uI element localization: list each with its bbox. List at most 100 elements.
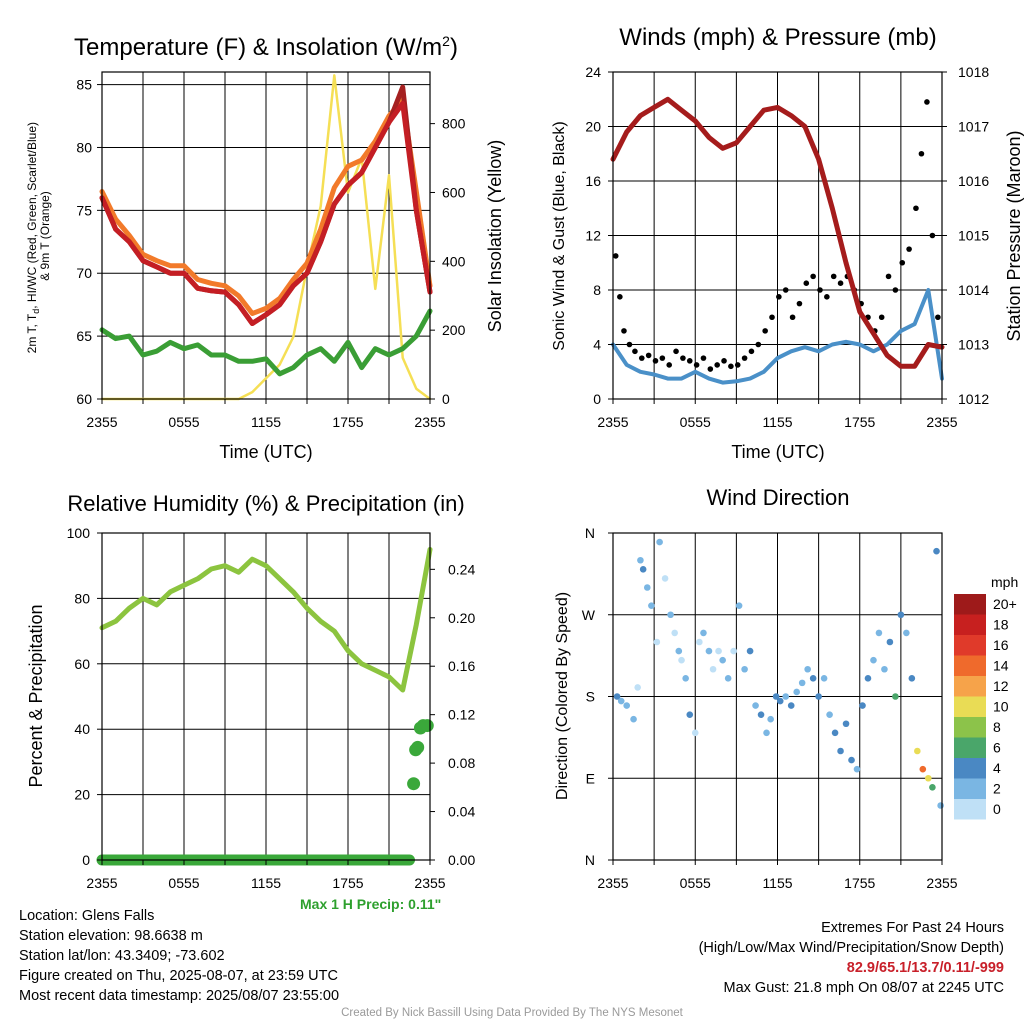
wind-direction-point xyxy=(719,656,726,664)
wind-direction-point xyxy=(637,556,644,564)
wind-direction-point xyxy=(763,729,770,737)
y-tick-label-right: 0 xyxy=(442,391,450,407)
series-line xyxy=(99,308,433,377)
series-line xyxy=(99,97,433,316)
gust-point xyxy=(906,246,912,252)
humidity-chart-title: Relative Humidity (%) & Precipitation (i… xyxy=(67,491,464,516)
gust-point xyxy=(935,314,941,321)
wind-direction-point xyxy=(924,774,932,782)
wind-direction-point xyxy=(675,647,683,655)
wind-direction-point xyxy=(793,688,800,696)
wind-direction-point xyxy=(767,715,774,723)
humidity-ticks: 0 20 40 60 80 100 0.00 0.04 0.08 0.12 0.16 0.20 0.24… xyxy=(67,525,476,891)
wind-direction-point xyxy=(772,693,780,700)
x-tick-label: 0555 xyxy=(168,875,199,891)
gust-point xyxy=(782,287,789,293)
y-tick-label-left: N xyxy=(585,525,595,541)
wind-direction-point xyxy=(903,629,910,637)
x-tick-label: 1155 xyxy=(762,875,792,891)
gust-point xyxy=(776,294,782,300)
gust-point xyxy=(878,314,885,321)
colorbar-title: mph xyxy=(991,574,1018,590)
gust-point xyxy=(830,273,837,280)
colorbar-swatch xyxy=(954,778,986,799)
wind-direction-point xyxy=(937,802,944,809)
x-tick-label: 2355 xyxy=(414,875,445,891)
wind-direction-point xyxy=(757,711,765,718)
y-tick-label-left: 40 xyxy=(74,721,90,737)
wind-y-axis-label: Sonic Wind & Gust (Blue, Black) xyxy=(551,121,568,350)
colorbar-label: 12 xyxy=(993,678,1009,694)
humidity-grid xyxy=(102,532,430,861)
y-tick-label-right: 1015 xyxy=(958,228,989,244)
gust-point xyxy=(929,232,936,239)
y-tick-label-left: 4 xyxy=(593,337,601,353)
y-tick-label-right: 1013 xyxy=(958,337,989,353)
wind-pressure-chart-title: Winds (mph) & Pressure (mb) xyxy=(619,24,936,51)
y-tick-label-left: 8 xyxy=(593,282,601,298)
y-tick-label-right: 0.20 xyxy=(448,610,475,626)
gust-point xyxy=(762,328,768,334)
temperature-chart-title: Temperature (F) & Insolation (W/m2) xyxy=(74,33,458,61)
humidity-panel: Relative Humidity (%) & Precipitation (i… xyxy=(26,491,475,891)
wind-direction-point xyxy=(746,647,754,655)
humidity-series xyxy=(96,546,434,866)
wind-pressure-series xyxy=(610,96,945,385)
y-tick-label-left: 0 xyxy=(593,391,601,407)
gust-point xyxy=(721,358,727,364)
wind-direction-point xyxy=(691,729,699,737)
colorbar-label: 20+ xyxy=(993,596,1017,612)
y-tick-label-right: 0.12 xyxy=(448,707,475,723)
wind-direction-point xyxy=(848,756,855,764)
extremes-values: 82.9/65.1/13.7/0.11/-999 xyxy=(846,960,1004,976)
wind-direction-point xyxy=(929,784,936,791)
gust-point xyxy=(632,348,638,355)
wind-direction-point xyxy=(709,665,717,673)
wind-direction-point xyxy=(870,656,877,664)
gust-point xyxy=(741,355,748,361)
wind-direction-point xyxy=(886,638,894,646)
gust-point xyxy=(755,341,762,348)
gust-point xyxy=(769,314,775,321)
wind-direction-point xyxy=(639,566,647,573)
y-tick-label-left: 60 xyxy=(74,656,90,672)
gust-point xyxy=(673,348,679,355)
y-tick-label-left: 12 xyxy=(585,228,601,244)
y-tick-label-left: 85 xyxy=(76,77,92,93)
wind-direction-point xyxy=(908,675,916,682)
max-gust: Max Gust: 21.8 mph On 08/07 at 2245 UTC xyxy=(723,980,1004,996)
station-elevation: Station elevation: 98.6638 m xyxy=(19,928,203,944)
colorbar-swatch xyxy=(954,635,986,656)
gust-point xyxy=(714,362,720,368)
humidity-y-axis-label: Percent & Precipitation xyxy=(26,604,46,787)
gust-point xyxy=(626,341,633,348)
max-precip-label: Max 1 H Precip: 0.11" xyxy=(300,896,442,912)
colorbar-swatch xyxy=(954,594,986,615)
wind-direction-point xyxy=(809,675,817,682)
y-tick-label-left: 20 xyxy=(585,119,601,135)
colorbar-label: 4 xyxy=(993,760,1001,776)
extremes-subheading: (High/Low/Max Wind/Precipitation/Snow De… xyxy=(698,940,1004,956)
gust-point xyxy=(748,348,755,355)
y-tick-label-right: 1017 xyxy=(958,119,989,135)
wind-direction-point xyxy=(776,697,784,705)
wind-direction-point xyxy=(820,675,828,682)
x-tick-label: 2355 xyxy=(86,414,117,430)
y-tick-label-left: W xyxy=(582,607,596,623)
gust-point xyxy=(803,280,810,286)
x-tick-label: 2355 xyxy=(414,414,445,430)
y-tick-label-left: 75 xyxy=(76,202,92,218)
y-tick-label-left: 20 xyxy=(74,787,90,803)
extremes-info: Extremes For Past 24 Hours (High/Low/Max… xyxy=(699,918,1004,998)
wind-direction-point xyxy=(914,747,921,755)
colorbar-swatch xyxy=(954,737,986,758)
gust-point xyxy=(621,328,627,334)
y-tick-label-right: 0.16 xyxy=(448,658,475,674)
pressure-axis-label: Station Pressure (Maroon) xyxy=(1004,130,1024,341)
gust-point xyxy=(686,358,693,364)
wind-direction-point xyxy=(656,538,663,546)
x-tick-label: 0555 xyxy=(168,414,199,430)
wind-direction-point xyxy=(782,693,790,700)
y-tick-label-right: 0.04 xyxy=(448,804,475,820)
gust-point xyxy=(892,287,899,293)
